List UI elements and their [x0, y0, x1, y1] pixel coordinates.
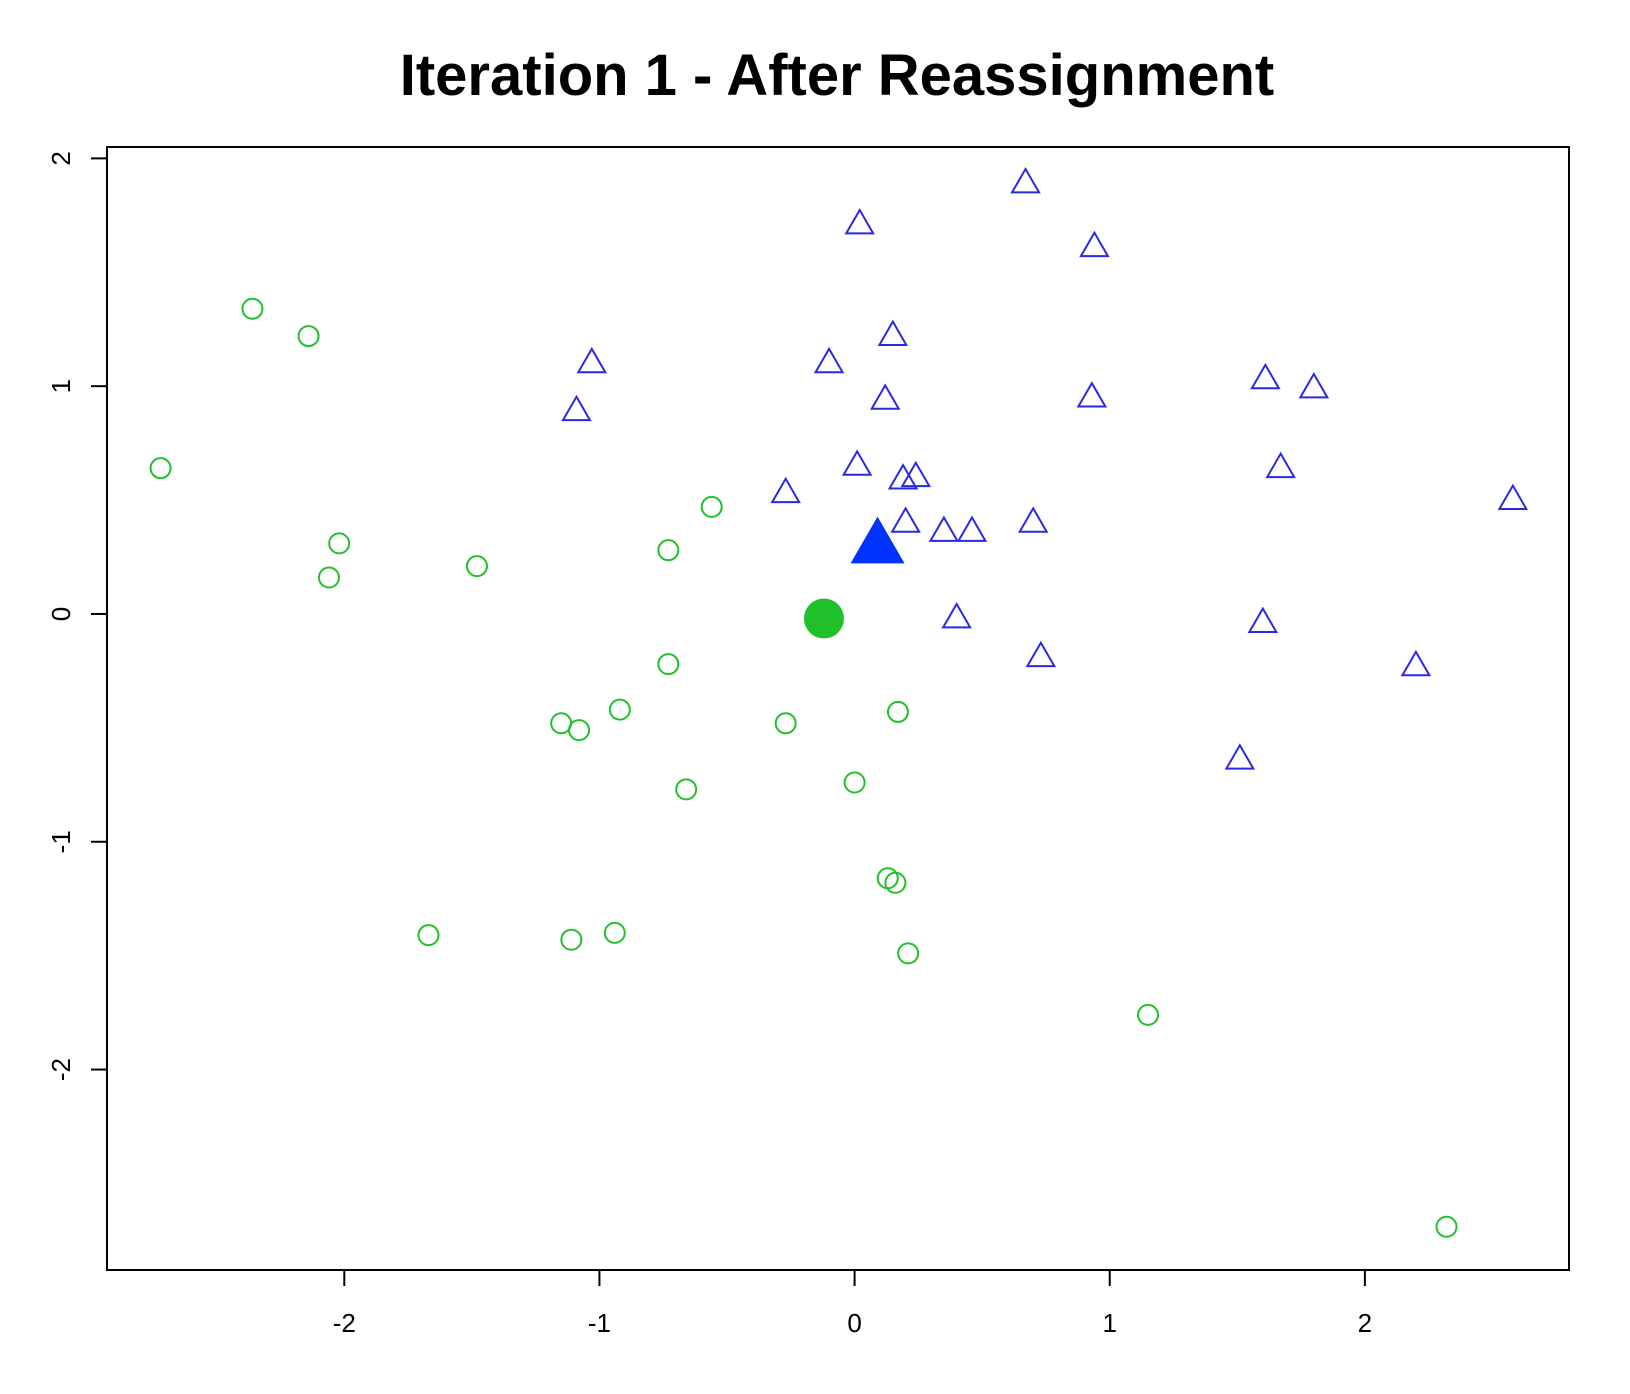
data-point-triangle: [1224, 743, 1256, 770]
data-point-circle: [603, 921, 626, 944]
data-point-triangle: [841, 449, 873, 476]
data-point-triangle: [1079, 230, 1110, 258]
y-axis: -2 -1 0 1 2: [46, 151, 107, 1081]
x-tick-label: 0: [847, 1308, 861, 1338]
data-point-circle: [657, 539, 680, 562]
data-point-triangle: [1076, 381, 1108, 408]
data-point-triangle: [1250, 362, 1281, 390]
data-point-triangle: [869, 383, 901, 410]
data-point-circle: [843, 771, 866, 794]
y-tick-label: 2: [46, 151, 76, 165]
data-point-circle: [657, 653, 680, 676]
data-point-circle: [876, 867, 899, 890]
centroid-circle: [803, 598, 844, 639]
data-point-circle: [328, 532, 351, 555]
data-point-triangle: [877, 319, 909, 346]
data-point-triangle: [561, 394, 592, 422]
data-point-triangle: [1017, 506, 1049, 533]
data-point-circle: [317, 566, 340, 589]
data-point-circle: [417, 924, 440, 947]
data-point-triangle: [844, 207, 875, 235]
data-point-circle: [675, 778, 698, 801]
data-point-triangle: [1298, 371, 1330, 399]
data-point-circle: [297, 325, 320, 348]
data-points: [149, 166, 1529, 1238]
data-point-circle: [700, 495, 723, 518]
data-point-triangle: [956, 515, 988, 542]
y-tick-label: -2: [46, 1058, 76, 1081]
data-point-circle: [568, 719, 591, 742]
data-point-circle: [149, 457, 172, 480]
data-point-triangle: [887, 463, 919, 490]
data-point-circle: [608, 698, 631, 721]
data-point-triangle: [770, 476, 801, 504]
data-point-circle: [241, 297, 264, 320]
data-point-circle: [774, 712, 797, 735]
chart-title: Iteration 1 - After Reassignment: [400, 43, 1274, 108]
data-point-circle: [884, 871, 907, 894]
data-point-triangle: [813, 346, 845, 374]
data-point-triangle: [1497, 483, 1529, 510]
data-point-circle: [1435, 1215, 1458, 1238]
x-tick-label: 2: [1358, 1308, 1372, 1338]
data-point-triangle: [1400, 649, 1432, 677]
data-point-circle: [465, 555, 488, 578]
centroid-triangle: [850, 516, 905, 564]
data-point-triangle: [890, 506, 921, 533]
data-point-triangle: [900, 460, 932, 488]
centroids: [803, 516, 905, 639]
data-point-triangle: [941, 602, 972, 629]
data-point-circle: [897, 942, 920, 965]
x-tick-label: -2: [333, 1308, 356, 1338]
data-point-triangle: [576, 346, 608, 374]
y-tick-label: 0: [46, 607, 76, 621]
data-point-triangle: [928, 515, 960, 542]
x-tick-label: 1: [1102, 1308, 1116, 1338]
data-point-triangle: [1010, 166, 1041, 194]
data-point-triangle: [1247, 606, 1279, 633]
x-tick-label: -1: [588, 1308, 611, 1338]
data-point-circle: [560, 928, 583, 951]
y-tick-label: 1: [46, 379, 76, 393]
x-axis: -2 -1 0 1 2: [333, 1270, 1372, 1338]
y-tick-label: -1: [46, 830, 76, 853]
data-point-circle: [1137, 1003, 1160, 1026]
data-point-circle: [886, 700, 909, 723]
plot-frame: [106, 146, 1570, 1271]
data-point-triangle: [1265, 451, 1296, 479]
data-point-triangle: [1025, 640, 1057, 668]
